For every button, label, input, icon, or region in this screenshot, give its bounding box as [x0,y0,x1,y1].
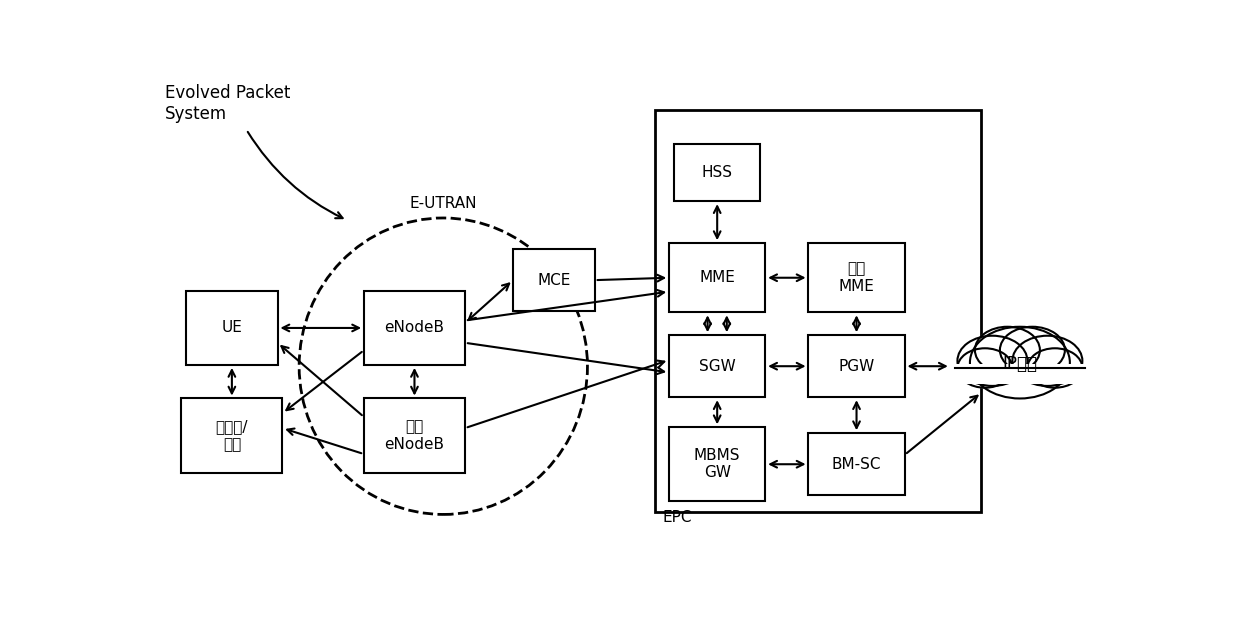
FancyBboxPatch shape [808,243,904,312]
Ellipse shape [975,327,1040,373]
Text: PGW: PGW [838,359,874,374]
Text: IP业务: IP业务 [1002,355,1038,373]
FancyBboxPatch shape [655,111,982,512]
Text: E-UTRAN: E-UTRAN [409,196,477,211]
Text: SGW: SGW [699,359,735,374]
Text: MBMS
GW: MBMS GW [694,448,740,481]
Ellipse shape [970,327,1070,399]
Ellipse shape [299,218,588,514]
FancyBboxPatch shape [670,427,765,501]
FancyBboxPatch shape [670,243,765,312]
FancyBboxPatch shape [365,399,465,473]
Text: HSS: HSS [702,165,733,180]
Text: 连接点/
基站: 连接点/ 基站 [216,419,248,451]
Ellipse shape [957,336,1028,386]
Text: BM-SC: BM-SC [832,456,882,472]
Ellipse shape [957,348,1012,388]
FancyBboxPatch shape [950,365,1090,384]
FancyBboxPatch shape [186,291,278,365]
Text: MCE: MCE [537,273,570,288]
FancyBboxPatch shape [808,335,904,397]
FancyBboxPatch shape [513,249,595,311]
Text: eNodeB: eNodeB [384,320,444,335]
Ellipse shape [1028,348,1083,388]
FancyBboxPatch shape [365,291,465,365]
Text: EPC: EPC [662,510,692,525]
FancyBboxPatch shape [181,399,283,473]
Ellipse shape [999,327,1065,373]
Text: 其他
MME: 其他 MME [838,261,874,294]
Text: UE: UE [222,320,242,335]
Ellipse shape [1012,336,1083,386]
FancyBboxPatch shape [675,144,760,201]
Text: Evolved Packet
System: Evolved Packet System [165,84,290,123]
Text: 其他
eNodeB: 其他 eNodeB [384,419,444,451]
FancyBboxPatch shape [670,335,765,397]
FancyBboxPatch shape [808,433,904,496]
Text: MME: MME [699,270,735,285]
